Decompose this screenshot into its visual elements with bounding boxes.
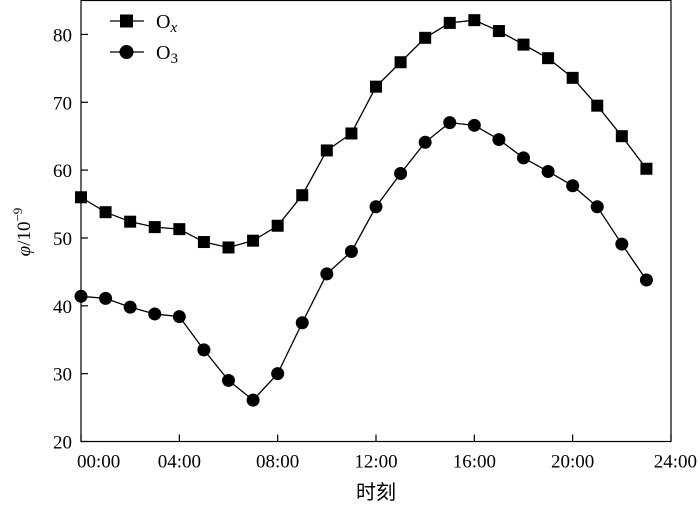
- data-point-o3: [99, 291, 113, 305]
- data-point-o3: [566, 179, 580, 193]
- data-point-o3: [541, 164, 555, 178]
- data-point-o3: [123, 300, 137, 314]
- data-point-ox: [320, 144, 333, 157]
- y-tick-label: 20: [53, 433, 72, 454]
- x-tick-label: 04:00: [158, 452, 201, 473]
- x-tick-label: 08:00: [256, 452, 299, 473]
- data-point-o3: [148, 307, 162, 321]
- data-point-ox: [148, 221, 161, 234]
- data-point-ox: [566, 71, 579, 84]
- data-point-o3: [394, 167, 408, 181]
- data-point-o3: [369, 200, 383, 214]
- series-line-o3: [80, 121, 647, 401]
- data-point-o3: [492, 133, 506, 147]
- legend-label-ox: Ox: [156, 11, 177, 36]
- legend-marker-o3: [119, 45, 134, 59]
- x-tick-label: 20:00: [551, 452, 594, 473]
- x-axis-label: 时刻: [356, 480, 396, 504]
- data-point-ox: [542, 52, 555, 65]
- data-point-ox: [124, 215, 137, 228]
- data-point-o3: [295, 316, 309, 330]
- data-point-ox: [615, 130, 628, 143]
- data-point-o3: [639, 273, 653, 287]
- data-point-ox: [247, 234, 260, 247]
- data-point-o3: [222, 373, 235, 387]
- x-tick-label: 24:00: [654, 452, 697, 473]
- data-point-ox: [443, 16, 456, 29]
- data-point-ox: [197, 236, 210, 249]
- y-tick-label: 60: [53, 161, 72, 182]
- data-point-o3: [271, 367, 285, 381]
- data-point-ox: [517, 38, 530, 51]
- data-point-o3: [517, 151, 530, 165]
- data-point-o3: [197, 343, 211, 357]
- y-tick-label: 70: [53, 93, 72, 114]
- y-axis-label: φ/10−9: [10, 208, 35, 257]
- data-point-ox: [591, 99, 604, 112]
- data-point-ox: [394, 56, 407, 69]
- data-point-o3: [443, 116, 457, 130]
- legend: Ox O3: [110, 11, 178, 67]
- y-tick-label: 50: [53, 229, 72, 250]
- data-point-o3: [467, 118, 481, 132]
- data-point-o3: [418, 135, 432, 149]
- series-layer: [74, 14, 653, 407]
- data-point-o3: [74, 289, 88, 303]
- data-point-o3: [615, 237, 629, 251]
- x-tick-label: 16:00: [453, 452, 496, 473]
- x-tick-label: 12:00: [354, 452, 397, 473]
- data-point-o3: [172, 310, 186, 324]
- data-point-ox: [370, 80, 382, 93]
- data-point-ox: [419, 31, 432, 44]
- x-tick-label: 00:00: [77, 452, 120, 473]
- y-tick-label: 40: [53, 297, 72, 318]
- data-point-o3: [344, 245, 358, 259]
- data-point-ox: [492, 25, 505, 38]
- data-point-o3: [246, 393, 260, 407]
- data-point-ox: [75, 191, 87, 204]
- y-tick-label: 80: [53, 25, 72, 46]
- data-point-ox: [345, 127, 358, 140]
- data-point-ox: [271, 219, 284, 232]
- data-point-ox: [222, 241, 235, 254]
- y-tick-label: 30: [53, 365, 72, 386]
- legend-marker-ox: [120, 14, 133, 28]
- legend-label-o3: O3: [156, 42, 178, 67]
- data-point-o3: [590, 200, 604, 214]
- data-point-ox: [640, 162, 653, 175]
- data-point-ox: [173, 223, 186, 236]
- data-point-ox: [468, 14, 481, 27]
- data-point-ox: [296, 189, 309, 202]
- data-point-ox: [99, 206, 112, 219]
- data-point-o3: [320, 267, 334, 281]
- axis-ticks: 20 30 40 50 60 70 80 00:00 04:00 08:00 12:00 16:00 2…: [53, 25, 697, 472]
